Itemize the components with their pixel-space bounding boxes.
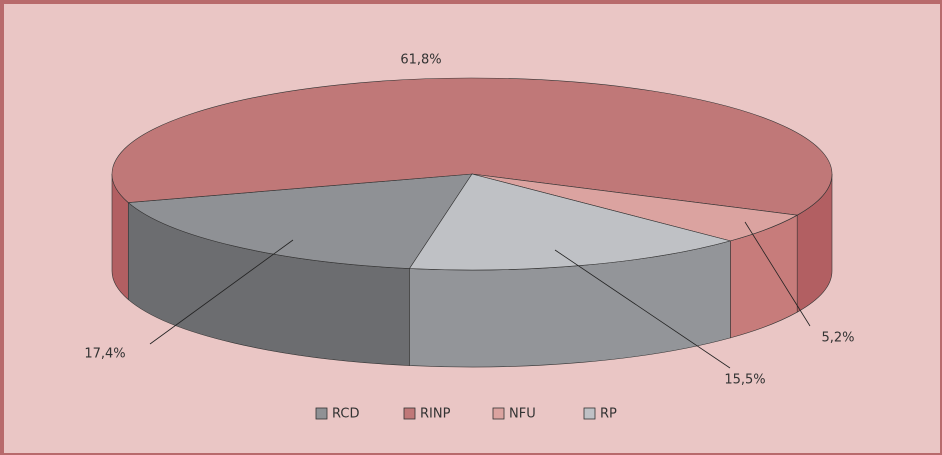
leader-line bbox=[149, 239, 294, 345]
data-label: 17,4% bbox=[84, 347, 125, 362]
legend-swatch bbox=[403, 407, 416, 420]
legend-swatch bbox=[492, 407, 505, 420]
legend-label: RCD bbox=[332, 407, 359, 422]
leader-line bbox=[744, 221, 811, 327]
legend-label: RP bbox=[600, 407, 617, 422]
slice bbox=[111, 77, 833, 216]
slice bbox=[408, 173, 732, 271]
legend-label: NFU bbox=[509, 407, 536, 422]
data-label: 15,5% bbox=[724, 373, 765, 388]
legend-label: RINP bbox=[420, 407, 451, 422]
top-border bbox=[0, 0, 942, 4]
left-border bbox=[0, 0, 4, 455]
data-label: 5,2% bbox=[821, 331, 854, 346]
data-label: 61,8% bbox=[400, 53, 441, 68]
legend-swatch bbox=[583, 407, 596, 420]
legend-swatch bbox=[315, 407, 328, 420]
leader-line bbox=[554, 249, 731, 369]
slice bbox=[127, 173, 473, 269]
